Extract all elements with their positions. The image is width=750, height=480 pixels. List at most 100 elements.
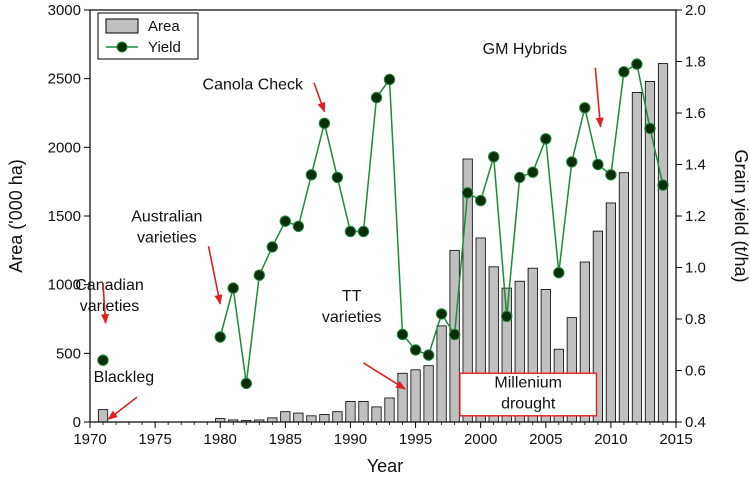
yield-point	[579, 102, 591, 114]
area-bar	[410, 369, 421, 423]
annotation-arrow	[313, 82, 326, 113]
yield-point	[475, 194, 487, 207]
drought-box	[459, 372, 598, 417]
annotation-arrow	[101, 283, 110, 325]
x-tick-label: 1985	[269, 431, 302, 448]
x-axis-title: Year	[367, 456, 403, 476]
yield-point	[396, 328, 409, 341]
y2-tick-label: 0.8	[685, 311, 706, 328]
yield-point	[409, 344, 422, 356]
yield-point	[292, 220, 305, 233]
yield-point	[631, 58, 643, 70]
annotation-label: Blackleg	[94, 369, 154, 386]
area-bar	[384, 397, 395, 423]
axes: 1970 1975 1980 1985 1990 1995 2000 2005 2010 2015…	[48, 2, 706, 448]
yield-line	[97, 58, 669, 390]
x-tick-label: 2005	[529, 431, 562, 448]
area-bar	[267, 417, 278, 423]
y-axis-title: Area ('000 ha)	[6, 159, 26, 273]
y-tick-label: 2000	[48, 139, 81, 156]
y2-tick-label: 1.8	[685, 54, 706, 71]
area-bar	[280, 411, 291, 423]
yield-point	[592, 158, 604, 171]
yield-point	[501, 310, 513, 323]
yield-point	[566, 156, 578, 168]
area-bar	[345, 400, 356, 423]
yield-point	[97, 354, 109, 366]
y2-tick-label: 0.6	[685, 363, 706, 380]
yield-point	[214, 331, 226, 343]
annotation-arrow	[594, 67, 604, 128]
annotation-label: varieties	[137, 230, 197, 247]
annotation-label: Australian	[131, 209, 202, 226]
y-tick-label: 2500	[48, 71, 81, 88]
yield-point	[331, 171, 344, 184]
y-tick-label: 0	[73, 414, 81, 431]
y2-tick-label: 1.2	[685, 208, 706, 225]
y2-tick-label: 1.6	[685, 105, 706, 122]
x-tick-label: 1980	[204, 431, 237, 448]
area-bar	[371, 406, 382, 423]
area-bar	[358, 400, 369, 423]
y2-tick-label: 1.0	[685, 260, 706, 277]
area-bar	[423, 365, 434, 423]
area-bar	[97, 409, 109, 423]
yield-point	[527, 166, 539, 178]
annotations: Canadian varieties Blackleg Australian varie…	[75, 41, 604, 420]
yield-point	[553, 267, 565, 279]
yield-point	[422, 349, 435, 361]
legend-area-swatch	[105, 18, 139, 34]
legend-yield-marker	[116, 41, 128, 53]
yield-point	[435, 308, 448, 320]
annotation-arrow	[207, 246, 223, 305]
annotation-arrow	[107, 396, 138, 420]
area-bar	[293, 412, 304, 423]
y2-tick-label: 1.4	[685, 157, 706, 174]
area-bar	[397, 372, 408, 423]
annotation-label: Canadian	[75, 277, 144, 294]
yield-point	[461, 187, 474, 199]
drought-label: drought	[501, 396, 556, 413]
y2-tick-label: 0.4	[685, 414, 706, 431]
annotation-label: Canola Check	[203, 77, 305, 94]
yield-point	[644, 122, 656, 135]
yield-point	[383, 73, 396, 86]
x-tick-label: 1995	[399, 431, 432, 448]
area-bar	[605, 202, 616, 423]
drought-label: Millenium	[494, 375, 562, 392]
area-bar	[319, 414, 330, 423]
annotation-label: GM Hybrids	[483, 41, 567, 58]
yield-point	[279, 215, 291, 227]
yield-point	[605, 169, 617, 181]
x-tick-label: 1970	[73, 431, 106, 448]
y2-tick-label: 2.0	[685, 2, 706, 19]
yield-point	[618, 66, 630, 78]
x-tick-label: 1975	[138, 431, 171, 448]
area-bar	[657, 63, 669, 423]
yield-point	[514, 171, 526, 184]
yield-point	[266, 241, 278, 253]
y-tick-label: 1500	[48, 208, 81, 225]
yield-point	[318, 117, 331, 130]
area-bar	[436, 325, 447, 423]
yield-point	[344, 225, 357, 238]
y-tick-label: 3000	[48, 2, 81, 19]
y2-axis-title: Grain yield (t/ha)	[731, 149, 750, 282]
x-tick-label: 1990	[334, 431, 367, 448]
yield-point	[370, 91, 383, 104]
yield-point	[227, 282, 239, 294]
legend: Area Yield	[97, 12, 199, 60]
area-bar	[332, 411, 343, 423]
x-tick-label: 2010	[594, 431, 627, 448]
x-tick-label: 2015	[659, 431, 692, 448]
area-bar	[306, 415, 317, 423]
legend-area-label: Area	[148, 18, 180, 35]
annotation-label: varieties	[80, 298, 140, 315]
legend-yield-label: Yield	[148, 39, 181, 56]
area-bar	[618, 172, 629, 423]
yield-point	[305, 169, 318, 181]
yield-point	[240, 377, 253, 390]
x-tick-label: 2000	[464, 431, 497, 448]
yield-point	[448, 328, 461, 341]
